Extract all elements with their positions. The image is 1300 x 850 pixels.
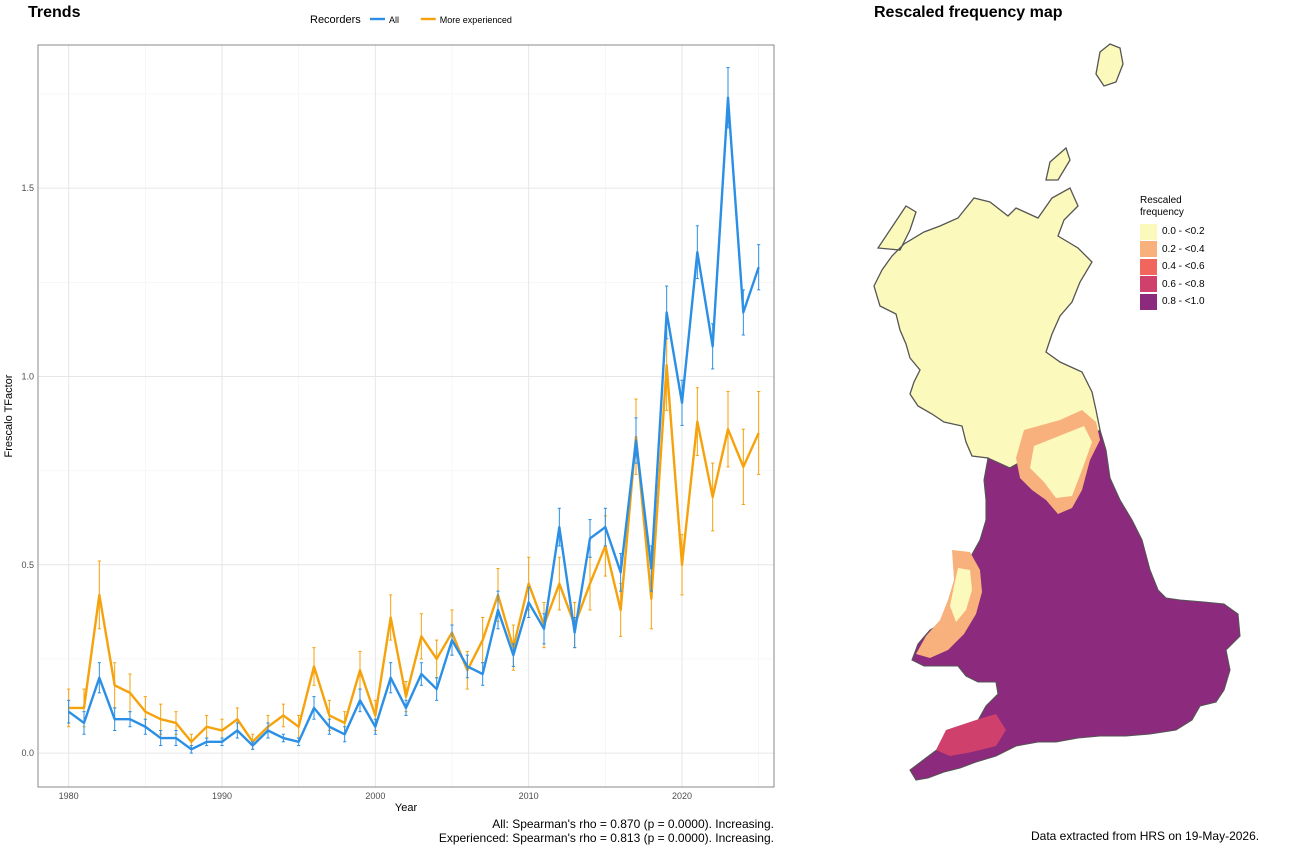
map-legend-label: 0.6 - <0.8: [1162, 278, 1205, 290]
y-axis-label: Frescalo TFactor: [3, 374, 15, 457]
y-tick-label: 0.0: [21, 748, 34, 758]
map-region-england: [909, 429, 1241, 781]
series-group: [67, 67, 761, 754]
spearman-all-note: All: Spearman's rho = 0.870 (p = 0.0000)…: [492, 817, 774, 831]
x-tick-label: 2020: [672, 791, 692, 801]
trends-title: Trends: [28, 4, 81, 21]
map-legend-title-2: frequency: [1140, 207, 1184, 218]
x-tick-label: 2010: [519, 791, 539, 801]
x-axis-label: Year: [395, 802, 418, 814]
x-tick-label: 1980: [59, 791, 79, 801]
map-legend-swatch: [1140, 293, 1157, 310]
map-legend-label: 0.0 - <0.2: [1162, 226, 1205, 238]
map-region-sw-mid: [936, 714, 1006, 756]
spearman-experienced-note: Experienced: Spearman's rho = 0.813 (p =…: [438, 831, 774, 845]
map-legend-swatch: [1140, 241, 1157, 258]
map-region-scotland: [873, 43, 1124, 469]
series-line: [68, 363, 760, 744]
map-legend-row: 0.2 - <0.4: [1140, 241, 1205, 259]
map-legend-row: 0.0 - <0.2: [1140, 223, 1205, 241]
map-legend-label: 0.8 - <1.0: [1162, 296, 1205, 308]
map-legend-swatch: [1140, 258, 1157, 275]
legend-label: More experienced: [440, 15, 512, 25]
map-legend: Rescaled frequency 0.0 - <0.2 0.2 - <0.4…: [1140, 195, 1205, 311]
series-group: [67, 319, 761, 750]
map-legend-label: 0.2 - <0.4: [1162, 243, 1205, 255]
legend-title: Recorders: [310, 14, 361, 26]
map-region-wales-mid: [950, 568, 972, 622]
map-legend-row: 0.4 - <0.6: [1140, 258, 1205, 276]
plot-border: [37, 44, 775, 788]
map-legend-label: 0.4 - <0.6: [1162, 261, 1205, 273]
chart-legend: Recorders All More experienced: [310, 14, 512, 26]
series-line: [67, 96, 760, 751]
trends-chart: 0.0 0.5 1.0 1.5 1980 1990 2000 2010 2020 Year Fres…: [3, 14, 775, 814]
legend-label: All: [389, 15, 399, 25]
map-legend-swatch: [1140, 276, 1157, 293]
map-legend-swatch: [1140, 223, 1157, 240]
data-source-note: Data extracted from HRS on 19-May-2026.: [1031, 829, 1260, 843]
map-legend-title-1: Rescaled: [1140, 195, 1182, 206]
x-tick-label: 1990: [212, 791, 232, 801]
frequency-map: [873, 43, 1241, 781]
x-tick-label: 2000: [365, 791, 385, 801]
y-tick-label: 1.5: [21, 183, 34, 193]
y-tick-label: 0.5: [21, 560, 34, 570]
map-legend-row: 0.8 - <1.0: [1140, 293, 1205, 311]
plot-panel: [38, 45, 774, 787]
map-title: Rescaled frequency map: [874, 4, 1063, 21]
y-tick-label: 1.0: [21, 371, 34, 381]
map-region-north-mid: [1030, 426, 1092, 498]
map-legend-row: 0.6 - <0.8: [1140, 276, 1205, 294]
